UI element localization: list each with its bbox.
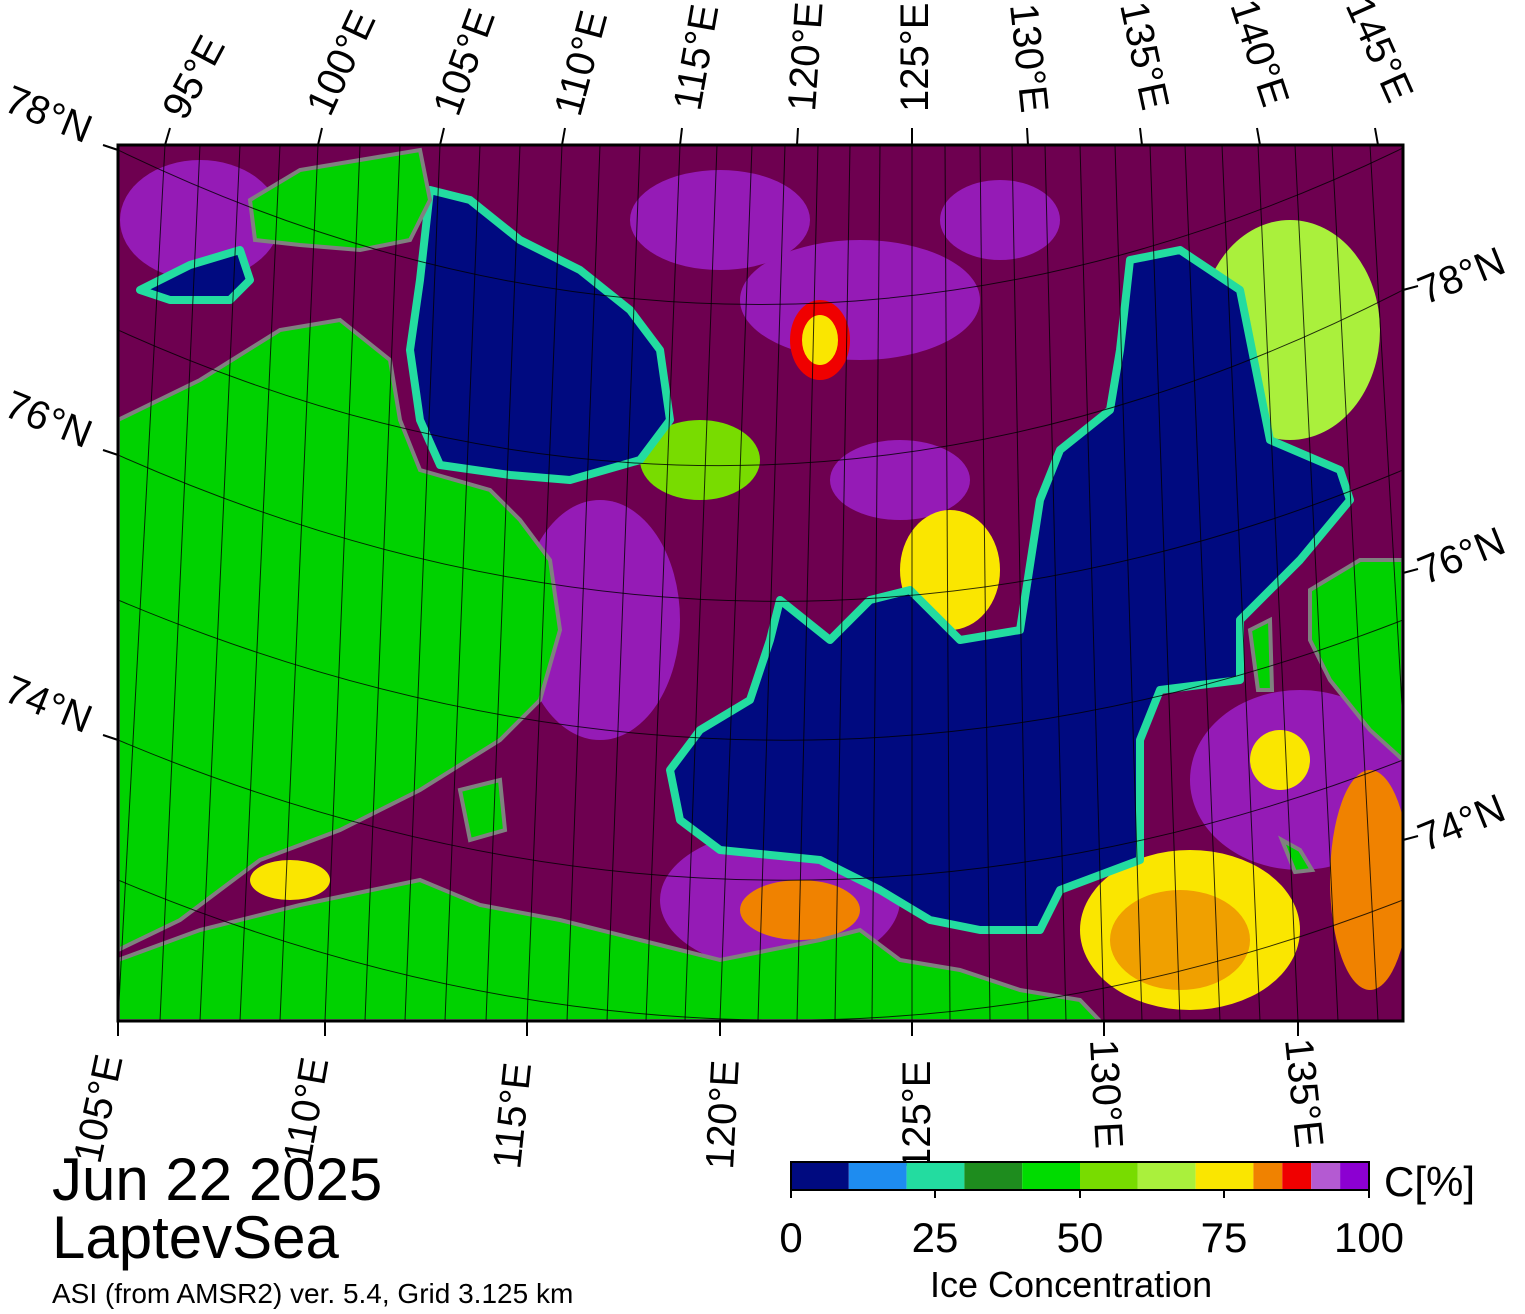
lon-label-top: 120°E	[780, 0, 832, 112]
lon-label-top: 115°E	[666, 1, 728, 113]
lon-label-bottom: 125°E	[895, 1061, 939, 1170]
colorbar-bin	[964, 1162, 1023, 1190]
lon-label-top: 105°E	[425, 3, 504, 121]
colorbar-bin	[791, 1162, 849, 1190]
lon-label-top: 145°E	[1337, 0, 1422, 109]
open-water-central	[666, 246, 1354, 934]
colorbar-bin	[1080, 1162, 1138, 1190]
lon-label-bottom: 130°E	[1081, 1038, 1131, 1150]
lon-label-top: 140°E	[1221, 0, 1297, 112]
colorbar-tick-label: 25	[911, 1214, 959, 1261]
colorbar	[791, 1162, 1369, 1190]
lat-label-right: 74°N	[1412, 786, 1511, 860]
colorbar-title: Ice Concentration	[930, 1264, 1213, 1305]
colorbar-ticks	[790, 1190, 1370, 1198]
lat-label-left: 76°N	[0, 383, 98, 457]
lon-label-top: 130°E	[1001, 1, 1056, 114]
land-bolshevik-island	[457, 777, 508, 843]
land-kotelny	[1308, 558, 1403, 763]
colorbar-bin	[1311, 1162, 1341, 1190]
lat-label-right: 78°N	[1412, 239, 1511, 313]
colorbar-bin	[1137, 1162, 1196, 1190]
lon-label-top: 125°E	[893, 3, 937, 112]
colorbar-bin	[1340, 1162, 1369, 1190]
lat-label-left: 74°N	[0, 668, 98, 742]
land-taymyr	[118, 317, 563, 953]
lon-label-top: 135°E	[1111, 0, 1177, 114]
lon-label-top: 95°E	[154, 29, 234, 127]
open-water-northwest	[136, 246, 254, 304]
right-latitude-labels: 78°N 76°N 74°N	[1412, 239, 1511, 860]
lon-label-top: 100°E	[298, 4, 384, 122]
colorbar-tick-label: 100	[1333, 1214, 1405, 1261]
date-label: Jun 22 2025	[52, 1146, 383, 1213]
colorbar-bin	[1022, 1162, 1080, 1190]
lon-label-bottom: 135°E	[1276, 1036, 1331, 1149]
colorbar-tick-label: 50	[1056, 1214, 1104, 1261]
graticule-meridians	[118, 145, 1403, 1021]
colorbar-bin	[848, 1162, 907, 1190]
region-label: LaptevSea	[52, 1204, 339, 1271]
bottom-longitude-labels: 105°E 110°E 115°E 120°E 125°E 130°E 135°…	[66, 1036, 1331, 1171]
lat-label-left: 78°N	[0, 78, 98, 152]
colorbar-tick-label: 0	[779, 1214, 803, 1261]
map-frame	[116, 143, 1405, 1023]
land-south-coast	[118, 877, 1103, 1021]
lon-label-bottom: 120°E	[698, 1059, 748, 1171]
colorbar-bin	[906, 1162, 965, 1190]
lat-label-right: 76°N	[1412, 519, 1511, 593]
source-label: ASI (from AMSR2) ver. 5.4, Grid 3.125 km	[52, 1278, 574, 1309]
colorbar-bin	[1282, 1162, 1312, 1190]
land-severnaya-zemlya	[247, 147, 433, 253]
axis-ticks	[102, 127, 1419, 1036]
left-latitude-labels: 78°N 76°N 74°N	[0, 78, 98, 742]
colorbar-tick-label: 75	[1200, 1214, 1248, 1261]
colorbar-bin	[1195, 1162, 1254, 1190]
colorbar-unit-label: C[%]	[1384, 1158, 1476, 1205]
map-panel	[118, 145, 1403, 1021]
land	[118, 147, 1403, 1021]
lon-label-bottom: 115°E	[485, 1060, 540, 1170]
colorbar-bin	[1253, 1162, 1283, 1190]
top-longitude-labels: 95°E 100°E 105°E 110°E 115°E 120°E 125°E…	[154, 0, 1421, 126]
land-small-island	[1247, 616, 1275, 692]
lon-label-top: 110°E	[546, 6, 616, 120]
